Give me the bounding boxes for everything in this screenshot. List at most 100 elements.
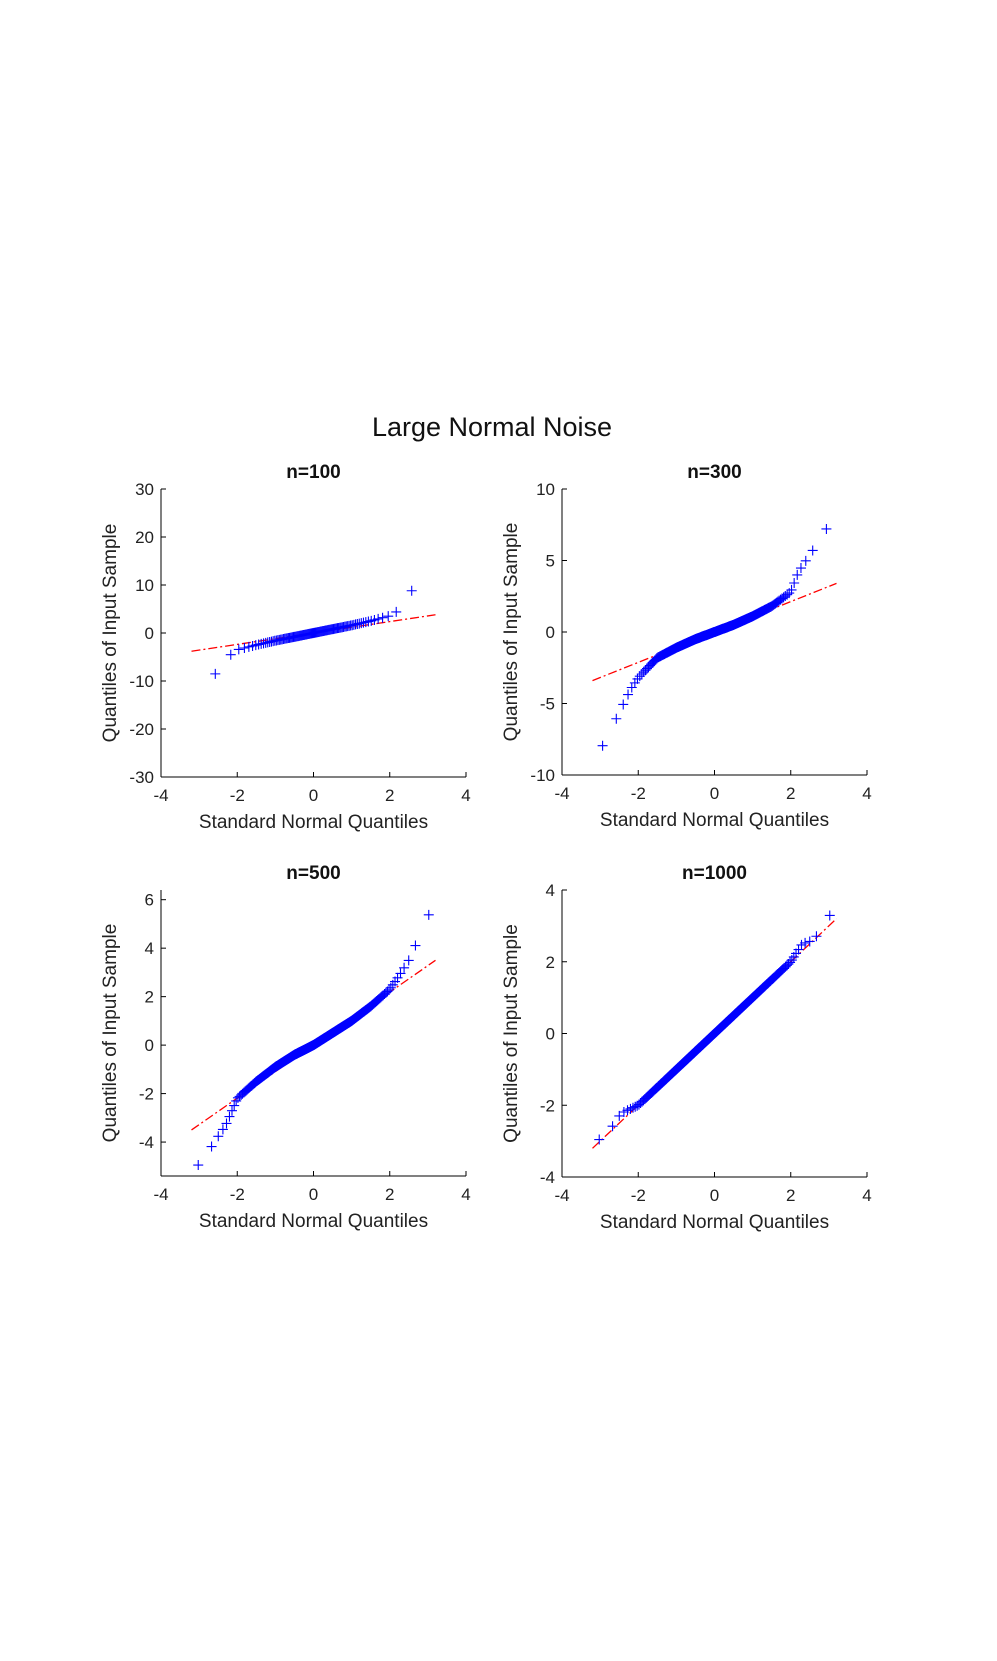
sample-point — [779, 962, 790, 973]
y-tick-label: -30 — [129, 768, 154, 787]
y-tick-label: 4 — [546, 881, 555, 900]
sample-point — [800, 937, 811, 948]
panel-title: n=500 — [286, 863, 340, 884]
sample-point — [239, 642, 250, 653]
sample-point — [625, 1103, 636, 1114]
y-tick-label: -5 — [540, 695, 555, 714]
sample-point — [597, 740, 608, 751]
x-axis-label: Standard Normal Quantiles — [199, 812, 428, 833]
y-tick-label: 2 — [145, 988, 154, 1007]
y-tick-label: 6 — [145, 891, 154, 910]
sample-point — [807, 545, 818, 556]
sample-point — [206, 1141, 217, 1152]
sample-point — [791, 948, 802, 959]
y-tick-label: -4 — [139, 1133, 154, 1152]
sample-point — [233, 644, 244, 655]
y-axis-label: Quantiles of Input Sample — [100, 924, 121, 1143]
y-tick-label: 10 — [536, 480, 555, 499]
sample-point — [253, 639, 264, 650]
sample-point — [800, 555, 811, 566]
sample-point — [399, 962, 410, 973]
y-tick-label: -10 — [129, 672, 154, 691]
y-tick-label: -10 — [530, 766, 555, 785]
qq-panel-n500: -4 -2 0 2 4 -4 -2 0 2 4 6 n=500 Standard Normal Quan… — [100, 863, 471, 1232]
x-tick-label: -4 — [554, 784, 569, 803]
sample-point — [795, 563, 806, 574]
x-tick-label: 2 — [385, 786, 394, 805]
sample-point — [360, 617, 371, 628]
sample-point — [632, 673, 643, 684]
sample-point — [221, 1118, 232, 1129]
sample-point — [786, 584, 797, 595]
x-tick-label: -2 — [230, 786, 245, 805]
y-tick-label: 0 — [546, 1025, 555, 1044]
x-tick-label: 0 — [710, 1186, 719, 1205]
figure-title: Large Normal Noise — [372, 412, 612, 442]
y-tick-label: -2 — [540, 1096, 555, 1115]
qq-panel-n1000: -4 -2 0 2 4 -4 -2 0 2 4 n=1000 Standard Normal Quan… — [501, 863, 872, 1233]
sample-point — [594, 1134, 605, 1145]
x-axis-label: Standard Normal Quantiles — [600, 1212, 829, 1233]
x-tick-label: 4 — [862, 784, 871, 803]
sample-point — [210, 668, 221, 679]
sample-point — [225, 649, 236, 660]
y-tick-label: 4 — [145, 939, 154, 958]
sample-point — [403, 955, 414, 966]
panel-title: n=1000 — [682, 863, 747, 884]
y-tick-label: 5 — [546, 552, 555, 571]
sample-point — [811, 931, 822, 942]
sample-point — [377, 612, 388, 623]
sample-point — [391, 606, 402, 617]
sample-points — [597, 523, 832, 751]
y-axis-label: Quantiles of Input Sample — [100, 524, 121, 743]
y-tick-label: 2 — [546, 953, 555, 972]
sample-point — [623, 689, 634, 700]
sample-point — [226, 1105, 237, 1116]
sample-point — [406, 585, 417, 596]
y-tick-label: 0 — [145, 624, 154, 643]
sample-point — [782, 589, 793, 600]
x-tick-label: -4 — [153, 1185, 168, 1204]
sample-point — [785, 957, 796, 968]
sample-point — [821, 523, 832, 534]
sample-point — [373, 613, 384, 624]
x-tick-label: -2 — [631, 1186, 646, 1205]
sample-point — [423, 909, 434, 920]
sample-point — [607, 1121, 618, 1132]
y-axis-label: Quantiles of Input Sample — [501, 523, 522, 742]
y-tick-label: -20 — [129, 720, 154, 739]
sample-point — [384, 984, 395, 995]
sample-point — [395, 968, 406, 979]
sample-point — [618, 699, 629, 710]
sample-point — [383, 611, 394, 622]
sample-point — [824, 910, 835, 921]
sample-point — [627, 1102, 638, 1113]
x-axis-label: Standard Normal Quantiles — [600, 810, 829, 831]
y-tick-label: -4 — [540, 1168, 555, 1187]
y-tick-label: 20 — [135, 528, 154, 547]
sample-points — [210, 585, 417, 679]
sample-point — [224, 1111, 235, 1122]
sample-points — [193, 909, 434, 1171]
qq-panel-n300: -4 -2 0 2 4 -10 -5 0 5 10 n=300 Standard Normal Qua… — [501, 462, 872, 831]
y-tick-label: 0 — [145, 1036, 154, 1055]
x-tick-label: 4 — [461, 786, 470, 805]
x-tick-label: -4 — [153, 786, 168, 805]
panel-title: n=300 — [687, 462, 741, 483]
sample-point — [792, 569, 803, 580]
x-tick-label: 0 — [309, 1185, 318, 1204]
x-tick-label: 0 — [710, 784, 719, 803]
x-tick-label: 2 — [786, 784, 795, 803]
sample-points — [594, 910, 835, 1145]
x-tick-label: -2 — [230, 1185, 245, 1204]
sample-point — [229, 1100, 240, 1111]
sample-point — [614, 1110, 625, 1121]
sample-point — [213, 1131, 224, 1142]
x-tick-label: -2 — [631, 784, 646, 803]
y-tick-label: 30 — [135, 480, 154, 499]
y-tick-label: -2 — [139, 1085, 154, 1104]
x-tick-label: 2 — [786, 1186, 795, 1205]
